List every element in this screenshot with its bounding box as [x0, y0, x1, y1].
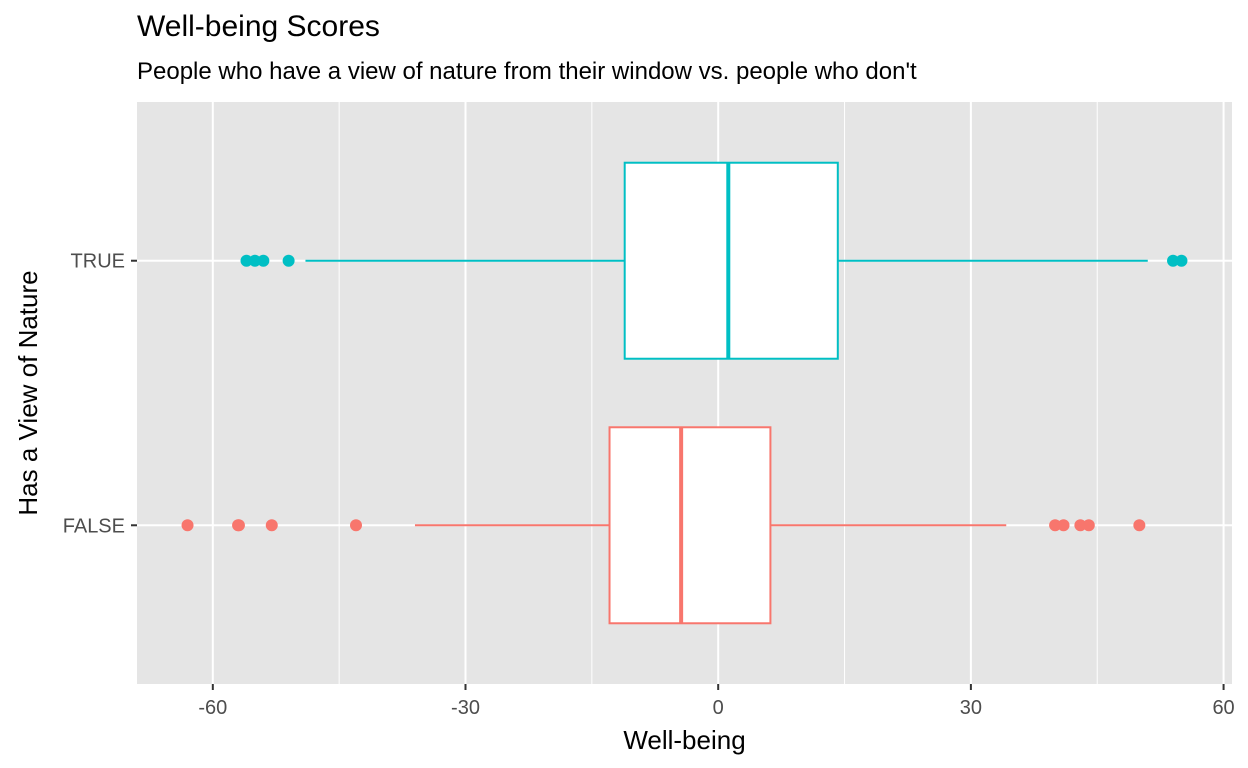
outlier-point — [350, 519, 362, 532]
outlier-point — [1074, 519, 1087, 532]
y-axis-title: Has a View of Nature — [13, 270, 43, 515]
iqr-box — [608, 426, 772, 625]
x-tick-label: 60 — [1212, 697, 1234, 719]
outlier-point — [240, 254, 253, 267]
grid-lines — [137, 102, 1232, 684]
x-tick-label: -60 — [198, 697, 227, 719]
outlier-point — [1167, 254, 1180, 267]
outlier-point — [248, 254, 261, 267]
outlier-point — [1175, 254, 1188, 267]
chart-subtitle: People who have a view of nature from th… — [137, 58, 917, 85]
box-true — [240, 161, 1188, 360]
x-axis-title: Well-being — [623, 725, 745, 755]
x-tick-label: 30 — [960, 697, 982, 719]
outlier-point — [1082, 519, 1095, 532]
outlier-point — [181, 519, 194, 532]
outlier-point — [257, 254, 270, 267]
outlier-point — [1057, 519, 1070, 532]
y-axis: FALSE TRUE — [63, 251, 137, 537]
y-tick-label: TRUE — [71, 251, 125, 273]
iqr-box — [623, 161, 839, 360]
outlier-point — [1133, 519, 1146, 532]
y-tick-label: FALSE — [63, 515, 125, 537]
chart-title: Well-being Scores — [137, 10, 380, 43]
outlier-point — [232, 519, 245, 532]
outlier-point — [265, 519, 278, 532]
outlier-point — [282, 254, 295, 267]
boxes — [181, 161, 1188, 625]
x-tick-label: -30 — [451, 697, 480, 719]
box-false — [181, 426, 1146, 625]
x-tick-label: 0 — [713, 697, 724, 719]
outlier-point — [1049, 519, 1062, 532]
x-axis: -60 -30 0 30 60 — [198, 684, 1235, 719]
